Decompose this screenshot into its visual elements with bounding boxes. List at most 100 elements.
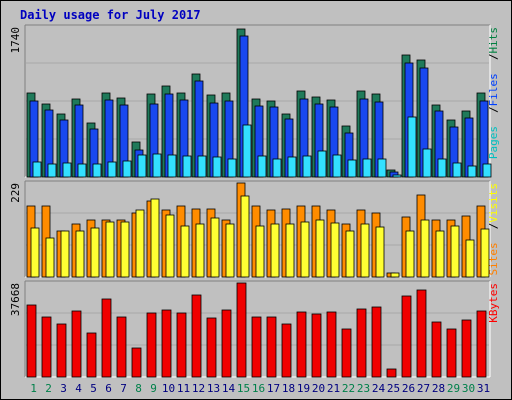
middle-bar-visits-day-26 xyxy=(405,230,415,278)
middle-bar-visits-day-31 xyxy=(480,228,490,278)
top-bar-pages-day-1 xyxy=(32,161,42,178)
bottom-bar-kbytes-day-18 xyxy=(281,323,292,378)
legend-sites: Sites xyxy=(487,242,500,275)
top-bar-pages-day-17 xyxy=(272,158,282,178)
top-bar-pages-day-31 xyxy=(482,163,492,178)
top-bar-pages-day-30 xyxy=(467,165,477,178)
bottom-bar-kbytes-day-30 xyxy=(461,319,472,378)
top-bar-pages-day-18 xyxy=(287,156,297,178)
bottom-bar-kbytes-day-31 xyxy=(476,310,487,378)
middle-bar-visits-day-1 xyxy=(30,227,40,278)
bottom-bar-kbytes-day-15 xyxy=(236,282,247,378)
middle-bar-visits-day-12 xyxy=(195,223,205,278)
top-bar-pages-day-12 xyxy=(197,155,207,178)
chart-title: Daily usage for July 2017 xyxy=(20,8,201,22)
legend-visits: Visits xyxy=(487,183,500,223)
bottom-bar-kbytes-day-13 xyxy=(206,317,217,378)
bottom-bar-kbytes-day-11 xyxy=(176,312,187,378)
bottom-bar-kbytes-day-20 xyxy=(311,313,322,378)
top-bar-pages-day-8 xyxy=(137,154,147,178)
bottom-bar-kbytes-day-19 xyxy=(296,311,307,378)
bottom-bar-kbytes-day-9 xyxy=(146,312,157,378)
middle-bar-visits-day-27 xyxy=(420,219,430,278)
top-bar-pages-day-14 xyxy=(227,158,237,178)
x-tick-label-day-23: 23 xyxy=(357,382,370,395)
bottom-bar-kbytes-day-28 xyxy=(431,321,442,378)
bottom-bar-kbytes-day-14 xyxy=(221,309,232,378)
top-bar-pages-day-25 xyxy=(392,174,402,178)
top-bar-pages-day-13 xyxy=(212,156,222,178)
top-bar-pages-day-7 xyxy=(122,160,132,178)
legend-hits: Hits xyxy=(487,27,500,54)
x-tick-label-day-5: 5 xyxy=(90,382,97,395)
middle-bar-visits-day-21 xyxy=(330,222,340,278)
bottom-bar-kbytes-day-21 xyxy=(326,311,337,378)
middle-bar-visits-day-19 xyxy=(300,221,310,278)
top-bar-pages-day-27 xyxy=(422,148,432,178)
x-tick-label-day-11: 11 xyxy=(177,382,190,395)
middle-bar-visits-day-16 xyxy=(255,225,265,278)
x-tick-label-day-27: 27 xyxy=(417,382,430,395)
middle-bar-visits-day-17 xyxy=(270,223,280,278)
bottom-bar-kbytes-day-29 xyxy=(446,328,457,378)
x-tick-label-day-29: 29 xyxy=(447,382,460,395)
x-tick-label-day-16: 16 xyxy=(252,382,265,395)
bottom-bar-kbytes-day-26 xyxy=(401,295,412,378)
legend-pages: Pages xyxy=(487,126,500,159)
bottom-bar-kbytes-day-17 xyxy=(266,316,277,378)
middle-bar-visits-day-8 xyxy=(135,209,145,278)
top-bar-pages-day-15 xyxy=(242,124,252,178)
bottom-bar-kbytes-day-22 xyxy=(341,328,352,378)
bottom-bar-kbytes-day-1 xyxy=(26,304,37,378)
middle-bar-visits-day-3 xyxy=(60,230,70,278)
middle-bar-visits-day-6 xyxy=(105,221,115,278)
x-tick-label-day-25: 25 xyxy=(387,382,400,395)
top-bar-pages-day-26 xyxy=(407,116,417,178)
bottom-bar-kbytes-day-23 xyxy=(356,308,367,378)
top-bar-pages-day-6 xyxy=(107,161,117,178)
top-bar-pages-day-4 xyxy=(77,163,87,178)
middle-bar-visits-day-18 xyxy=(285,223,295,278)
top-bar-pages-day-5 xyxy=(92,163,102,178)
middle-bar-visits-day-14 xyxy=(225,223,235,278)
bottom-bar-kbytes-day-4 xyxy=(71,310,82,378)
bottom-bar-kbytes-day-16 xyxy=(251,316,262,378)
x-tick-label-day-6: 6 xyxy=(105,382,112,395)
top-bar-pages-day-23 xyxy=(362,158,372,178)
middle-bar-visits-day-25 xyxy=(390,272,400,278)
top-bar-pages-day-11 xyxy=(182,155,192,178)
x-tick-label-day-8: 8 xyxy=(135,382,142,395)
middle-bar-visits-day-20 xyxy=(315,219,325,278)
middle-bar-visits-day-2 xyxy=(45,237,55,278)
x-tick-label-day-10: 10 xyxy=(162,382,175,395)
x-tick-label-day-31: 31 xyxy=(477,382,490,395)
x-tick-label-day-9: 9 xyxy=(150,382,157,395)
x-tick-label-day-30: 30 xyxy=(462,382,475,395)
top-bar-pages-day-24 xyxy=(377,158,387,178)
middle-bar-visits-day-24 xyxy=(375,226,385,278)
top-bar-pages-day-20 xyxy=(317,150,327,178)
x-tick-label-day-24: 24 xyxy=(372,382,386,395)
x-tick-label-day-1: 1 xyxy=(30,382,37,395)
bottom-bar-kbytes-day-12 xyxy=(191,294,202,378)
bottom-ymax-label: 37668 xyxy=(9,283,22,316)
legend-files: Files xyxy=(487,73,500,106)
legend-separator: / xyxy=(487,53,500,60)
x-tick-label-day-15: 15 xyxy=(237,382,250,395)
x-tick-label-day-26: 26 xyxy=(402,382,415,395)
middle-bar-visits-day-15 xyxy=(240,195,250,278)
x-tick-label-day-20: 20 xyxy=(312,382,325,395)
x-tick-label-day-14: 14 xyxy=(222,382,236,395)
legend-separator: / xyxy=(487,223,500,230)
legend-separator: / xyxy=(487,106,500,113)
x-tick-label-day-3: 3 xyxy=(60,382,67,395)
top-bar-pages-day-16 xyxy=(257,155,267,178)
middle-bar-visits-day-30 xyxy=(465,239,475,278)
bottom-bar-kbytes-day-27 xyxy=(416,289,427,378)
x-tick-label-day-2: 2 xyxy=(45,382,52,395)
x-tick-label-day-28: 28 xyxy=(432,382,445,395)
top-bar-pages-day-22 xyxy=(347,159,357,178)
middle-bar-visits-day-13 xyxy=(210,217,220,278)
x-tick-label-day-13: 13 xyxy=(207,382,220,395)
